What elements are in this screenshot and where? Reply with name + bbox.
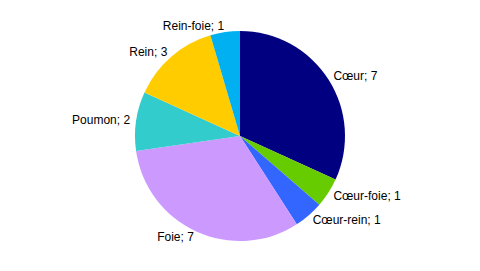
- svg-text:Rein; 3: Rein; 3: [129, 45, 167, 59]
- svg-text:Foie; 7: Foie; 7: [157, 230, 194, 244]
- svg-text:Cœur-foie; 1: Cœur-foie; 1: [333, 189, 401, 203]
- svg-text:Poumon; 2: Poumon; 2: [72, 113, 130, 127]
- svg-text:Rein-foie; 1: Rein-foie; 1: [163, 19, 225, 33]
- svg-text:Cœur-rein; 1: Cœur-rein; 1: [313, 213, 381, 227]
- svg-text:Cœur; 7: Cœur; 7: [333, 69, 377, 83]
